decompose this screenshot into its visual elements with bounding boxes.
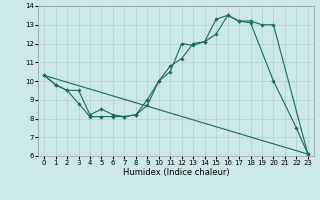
X-axis label: Humidex (Indice chaleur): Humidex (Indice chaleur) bbox=[123, 168, 229, 177]
